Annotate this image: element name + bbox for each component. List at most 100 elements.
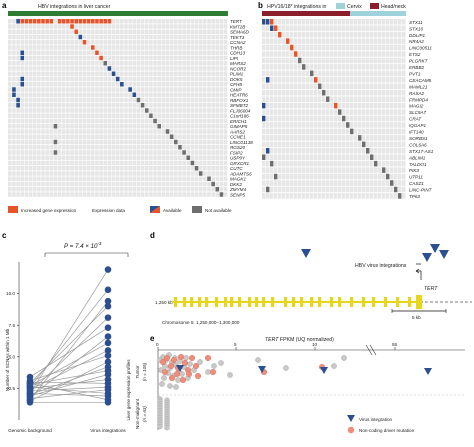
point-virus (104, 324, 112, 332)
heatmap-cell (302, 135, 306, 141)
heatmap-cell (186, 82, 191, 87)
heatmap-cell (120, 124, 124, 129)
heatmap-cell (128, 92, 132, 97)
heatmap-cell (107, 145, 112, 150)
heatmap-cell (66, 71, 70, 76)
heatmap-cell (386, 167, 390, 173)
heatmap-cell (132, 40, 137, 45)
heatmap-cell (136, 160, 141, 166)
heatmap-cell (326, 128, 330, 135)
heatmap-cell (32, 166, 37, 171)
heatmap-cell (107, 187, 112, 192)
heatmap-cell (203, 134, 207, 139)
heatmap-cell (314, 51, 318, 57)
gene-label-a: TERT (230, 19, 243, 24)
heatmap-cell (157, 171, 161, 176)
pair-line (29, 305, 109, 384)
heatmap-cell (346, 64, 350, 70)
heatmap-cell-marked (278, 31, 282, 38)
heatmap-cell (120, 171, 124, 176)
heatmap-cell (95, 55, 99, 61)
heatmap-cell (66, 118, 70, 124)
heatmap-cell (290, 128, 294, 135)
heatmap-cell (346, 70, 350, 77)
heatmap-cell (161, 103, 166, 108)
heatmap-cell (136, 176, 141, 181)
heatmap-cell (103, 29, 108, 34)
heatmap-cell (342, 173, 346, 180)
heatmap-cell (186, 187, 191, 192)
heatmap-cell (278, 38, 282, 44)
heatmap-cell (53, 118, 58, 124)
heatmap-cell (178, 71, 182, 76)
heatmap-cell (111, 134, 116, 139)
heatmap-cell (111, 187, 116, 192)
heatmap-cell (24, 24, 29, 29)
heatmap-cell (198, 29, 203, 34)
driver-mutation-sample (204, 355, 211, 362)
heatmap-cell (294, 70, 298, 77)
heatmap-cell (270, 109, 274, 115)
heatmap-cell (194, 50, 199, 55)
heatmap-cell (294, 38, 298, 44)
heatmap-cell-marked (382, 167, 386, 173)
heatmap-cell (86, 76, 91, 82)
heatmap-cell (338, 173, 342, 180)
heatmap-cell (270, 141, 274, 148)
heatmap-cell (394, 180, 398, 186)
legend-driver-circle (347, 426, 355, 434)
heatmap-cell (149, 108, 153, 113)
heatmap-cell (49, 103, 54, 108)
heatmap-cell (398, 83, 402, 90)
panel-a-gene-labels: TERTKMT2BSEMA6DTEKT3CCNA2THRBCDH13LIPIMA… (229, 19, 253, 197)
gene-label-a: SEMA6D (230, 30, 250, 35)
heatmap-cell (362, 193, 366, 199)
heatmap-cell (366, 193, 370, 199)
heatmap-cell (382, 135, 386, 141)
heatmap-cell-marked (174, 139, 178, 145)
heatmap-cell (211, 50, 215, 55)
heatmap-cell (342, 102, 346, 109)
heatmap-cell (194, 76, 199, 82)
heatmap-cell (182, 34, 186, 40)
pair-line (29, 393, 109, 397)
heatmap-cell (322, 70, 326, 77)
heatmap-cell (215, 129, 220, 134)
heatmap-cell (37, 160, 41, 166)
heatmap-cell (37, 97, 41, 103)
heatmap-cell (41, 192, 45, 197)
heatmap-cell (219, 160, 224, 166)
heatmap-cell (211, 124, 215, 129)
heatmap-cell (219, 50, 224, 55)
heatmap-cell (338, 70, 342, 77)
heatmap-cell (111, 160, 116, 166)
heatmap-cell (274, 89, 278, 96)
driver-mutation-sample (177, 354, 184, 361)
heatmap-cell (124, 139, 128, 145)
heatmap-cell (302, 115, 306, 122)
heatmap-cell (120, 108, 124, 113)
heatmap-cell (136, 87, 141, 92)
heatmap-cell (95, 40, 99, 45)
heatmap-cell (190, 97, 195, 103)
heatmap-cell (266, 38, 270, 44)
heatmap-cell (402, 57, 406, 64)
tert-exon (300, 297, 304, 307)
tumor-sample (173, 384, 179, 390)
heatmap-cell (86, 61, 91, 66)
panel-b-heatmap (262, 19, 406, 199)
heatmap-cell (330, 25, 334, 31)
heatmap-cell (314, 19, 318, 25)
heatmap-cell (182, 87, 186, 92)
heatmap-cell (318, 25, 322, 31)
heatmap-cell (314, 57, 318, 64)
heatmap-cell (190, 108, 195, 113)
heatmap-cell (169, 76, 174, 82)
heatmap-cell-marked (342, 115, 346, 122)
panel-e-normal-n: (n = 63) (142, 406, 147, 422)
heatmap-cell (169, 66, 174, 71)
heatmap-cell (16, 82, 20, 87)
heatmap-cell (314, 160, 318, 167)
heatmap-cell (266, 128, 270, 135)
heatmap-cell (298, 160, 302, 167)
